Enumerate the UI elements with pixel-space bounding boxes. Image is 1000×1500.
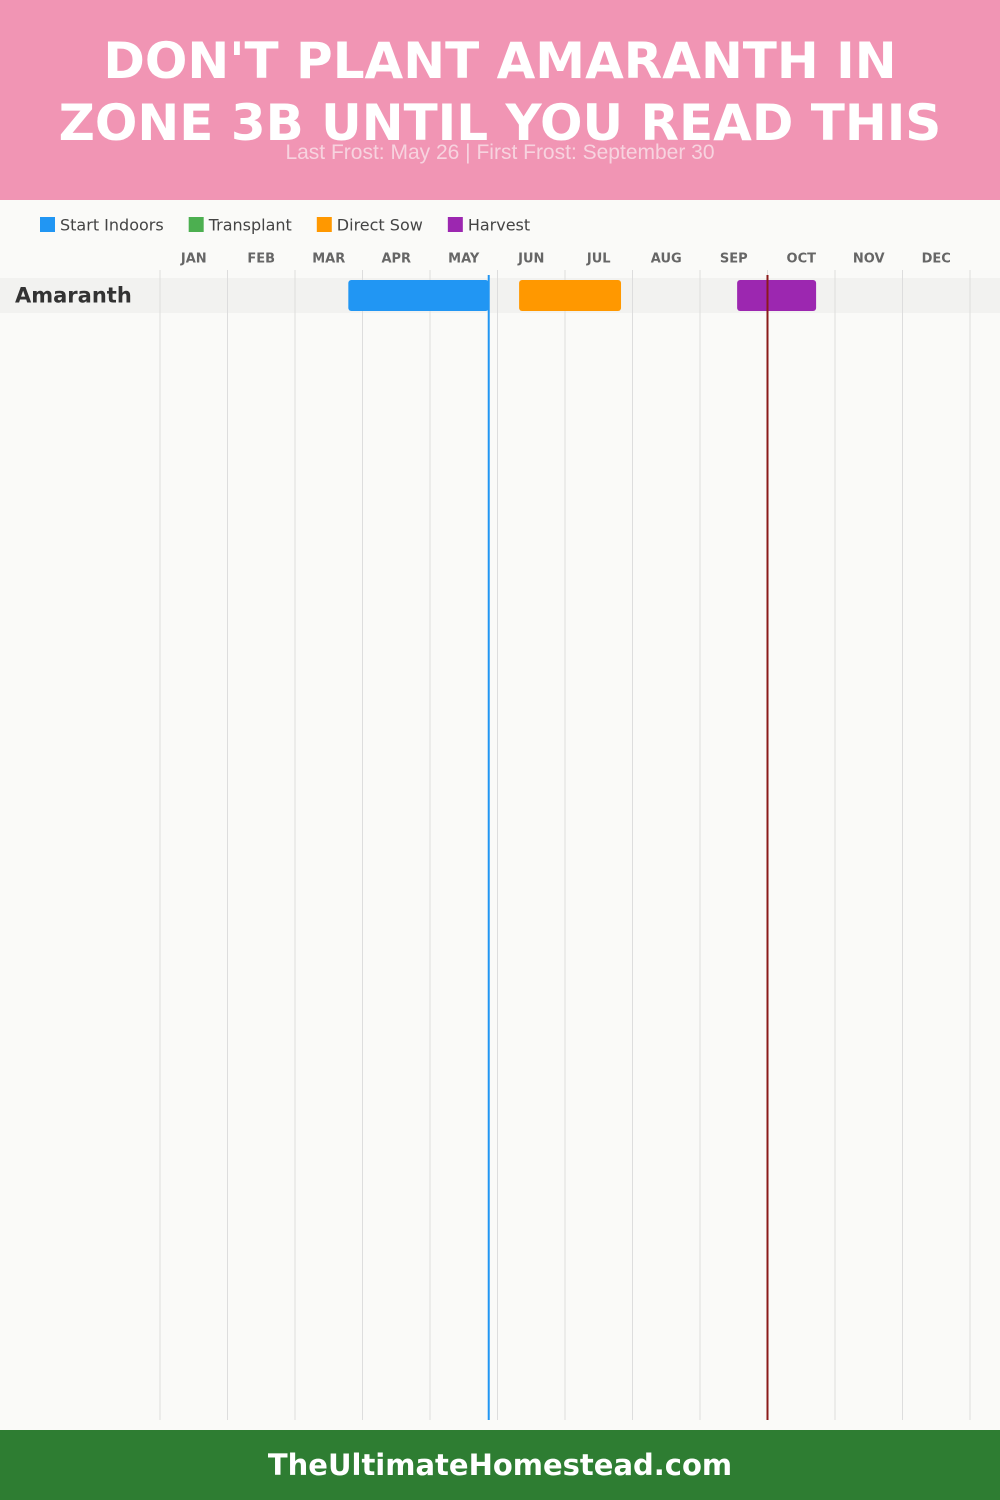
legend-swatch <box>316 217 332 232</box>
task-bar <box>737 280 817 311</box>
x-tick-label: NOV <box>853 252 885 267</box>
x-tick-label: SEP <box>720 252 748 267</box>
chart-subtitle: Last Frost: May 26 | First Frost: Septem… <box>285 141 715 164</box>
legend-label: Direct Sow <box>337 216 423 235</box>
x-tick-label: JUL <box>586 252 611 267</box>
header-band <box>0 0 1000 200</box>
row-band <box>0 278 1000 313</box>
legend-label: Start Indoors <box>60 216 164 235</box>
x-tick-label: JUN <box>517 252 544 267</box>
x-tick-label: MAR <box>312 252 345 267</box>
footer-text: TheUltimateHomestead.com <box>267 1448 733 1482</box>
legend-label: Transplant <box>208 216 292 235</box>
x-tick-label: FEB <box>247 252 275 267</box>
footer-band <box>0 1430 1000 1500</box>
task-bar <box>519 280 622 311</box>
row-label: Amaranth <box>15 284 132 308</box>
legend-label: Harvest <box>468 216 530 235</box>
x-tick-label: AUG <box>651 252 682 267</box>
legend-swatch <box>188 217 204 232</box>
x-tick-label: MAY <box>448 252 480 267</box>
x-tick-label: DEC <box>922 252 951 267</box>
x-tick-label: OCT <box>787 252 817 267</box>
x-tick-label: APR <box>381 252 411 267</box>
chart-title: DON'T PLANT AMARANTH IN ZONE 3B UNTIL YO… <box>58 32 942 152</box>
task-bar <box>348 280 489 311</box>
legend-swatch <box>40 217 55 232</box>
legend-swatch <box>447 217 463 232</box>
x-tick-label: JAN <box>180 252 207 267</box>
